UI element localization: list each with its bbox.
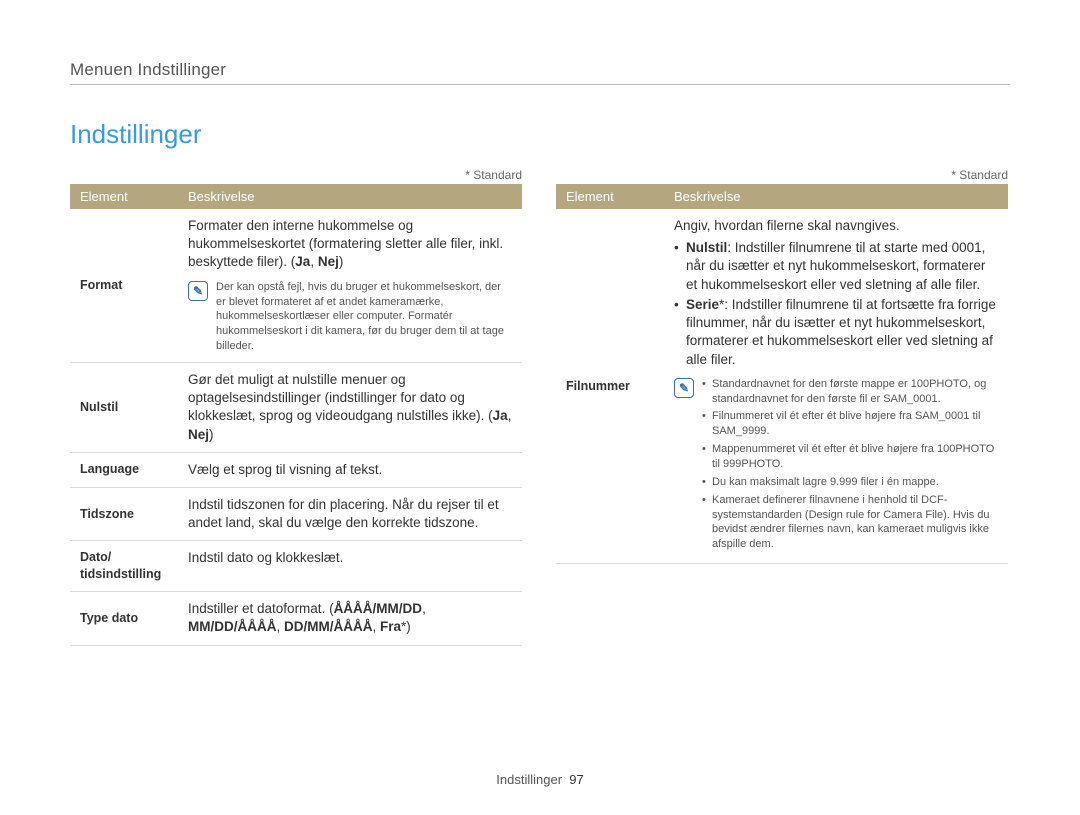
row-element: Filnummer [556, 209, 664, 564]
note-box: ✎ Standardnavnet for den første mappe er… [674, 377, 998, 555]
th-element: Element [556, 184, 664, 209]
settings-table-left: Element Beskrivelse Format Formater den … [70, 184, 522, 646]
left-column: * Standard Element Beskrivelse Format Fo… [70, 168, 522, 646]
table-row: Tidszone Indstil tidszonen for din place… [70, 487, 522, 540]
th-description: Beskrivelse [178, 184, 522, 209]
row-description: Angiv, hvordan filerne skal navngives. N… [674, 217, 998, 369]
footer-section: Indstillinger [496, 772, 562, 787]
th-description: Beskrivelse [664, 184, 1008, 209]
row-element: Nulstil [70, 362, 178, 452]
note-box: ✎ Der kan opstå fejl, hvis du bruger et … [188, 280, 512, 354]
note-icon: ✎ [188, 281, 208, 301]
th-element: Element [70, 184, 178, 209]
table-row: Language Vælg et sprog til visning af te… [70, 452, 522, 487]
standard-note-right: * Standard [556, 168, 1008, 182]
table-row: Nulstil Gør det muligt at nulstille menu… [70, 362, 522, 452]
row-element: Type dato [70, 592, 178, 645]
row-description: Indstil tidszonen for din placering. Når… [178, 487, 522, 540]
standard-note-left: * Standard [70, 168, 522, 182]
page-footer: Indstillinger 97 [0, 772, 1080, 787]
right-column: * Standard Element Beskrivelse Filnummer… [556, 168, 1008, 646]
table-row: Filnummer Angiv, hvordan filerne skal na… [556, 209, 1008, 564]
row-description: Formater den interne hukommelse og hukom… [188, 217, 512, 272]
note-icon: ✎ [674, 378, 694, 398]
row-element: Dato/ tidsindstilling [70, 541, 178, 592]
table-row: Format Formater den interne hukommelse o… [70, 209, 522, 362]
breadcrumb: Menuen Indstillinger [70, 60, 1010, 80]
row-element: Tidszone [70, 487, 178, 540]
row-description: Vælg et sprog til visning af tekst. [178, 452, 522, 487]
list-item: Filnummeret vil ét efter ét blive højere… [702, 409, 998, 439]
list-item: Du kan maksimalt lagre 9.999 filer i én … [702, 475, 998, 490]
list-item: Nulstil: Indstiller filnumrene til at st… [674, 239, 998, 294]
settings-table-right: Element Beskrivelse Filnummer Angiv, hvo… [556, 184, 1008, 564]
row-description: Indstiller et datoformat. (ÅÅÅÅ/MM/DD, M… [178, 592, 522, 645]
row-element: Format [70, 209, 178, 362]
list-item: Standardnavnet for den første mappe er 1… [702, 377, 998, 407]
row-description: Indstil dato og klokkeslæt. [178, 541, 522, 592]
page-title: Indstillinger [70, 119, 1010, 150]
note-text: Der kan opstå fejl, hvis du bruger et hu… [216, 280, 512, 354]
note-text: Standardnavnet for den første mappe er 1… [702, 377, 998, 555]
table-row: Dato/ tidsindstilling Indstil dato og kl… [70, 541, 522, 592]
list-item: Serie*: Indstiller filnumrene til at for… [674, 296, 998, 369]
footer-page-number: 97 [569, 772, 583, 787]
row-element: Language [70, 452, 178, 487]
table-row: Type dato Indstiller et datoformat. (ÅÅÅ… [70, 592, 522, 645]
divider [70, 84, 1010, 85]
row-description: Gør det muligt at nulstille menuer og op… [188, 371, 512, 444]
list-item: Kameraet definerer filnavnene i henhold … [702, 493, 998, 552]
list-item: Mappenummeret vil ét efter ét blive høje… [702, 442, 998, 472]
